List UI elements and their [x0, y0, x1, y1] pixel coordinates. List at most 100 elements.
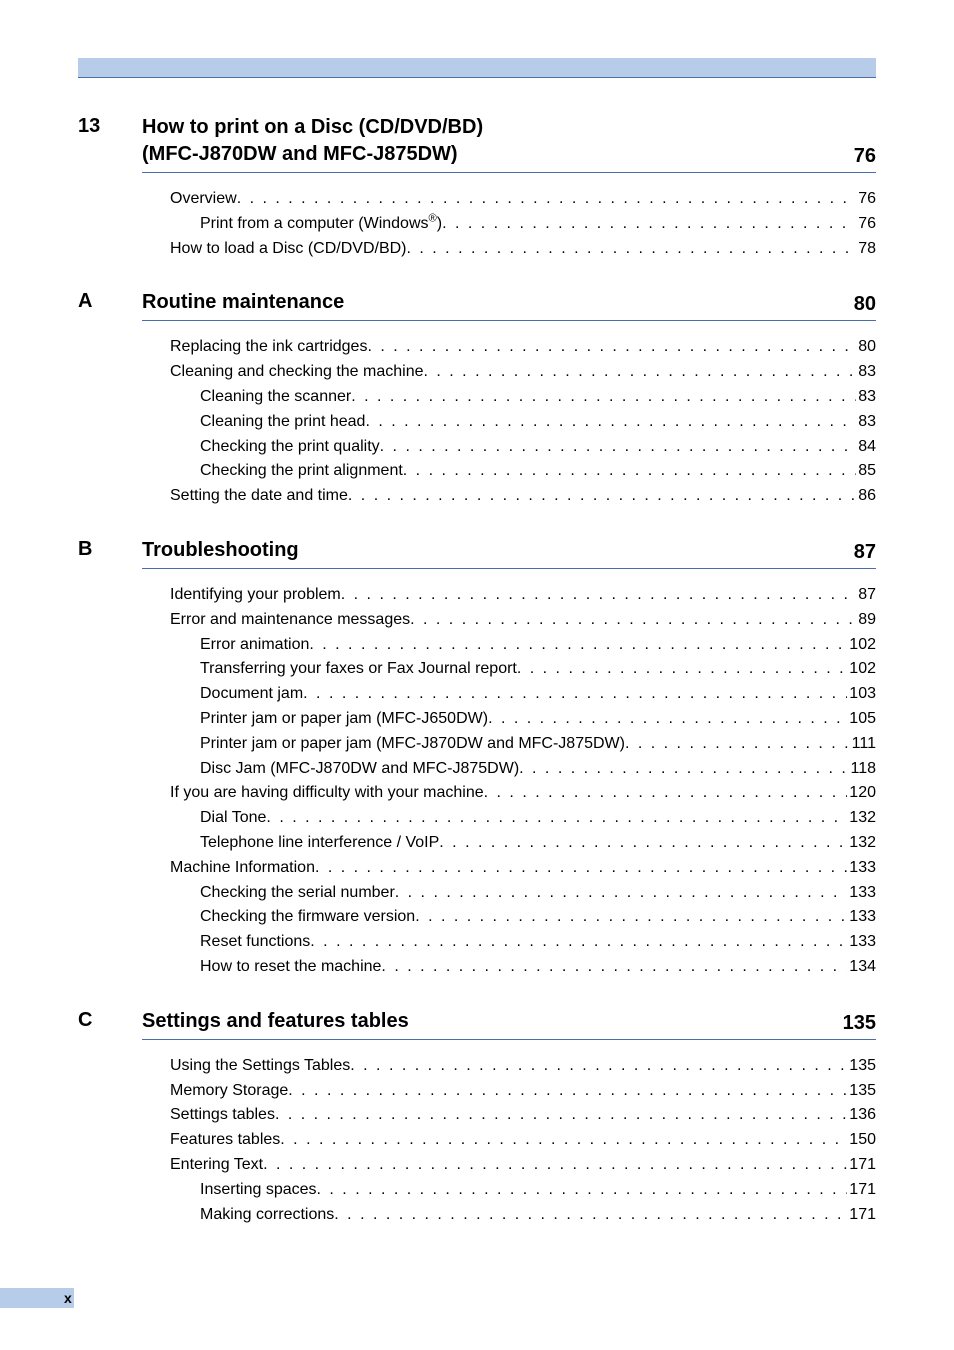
toc-entry-page: 136: [847, 1103, 876, 1128]
toc-leader-dots: . . . . . . . . . . . . . . . . . . . . …: [280, 1128, 847, 1153]
toc-entry-page: 84: [856, 435, 876, 460]
toc-leader-dots: . . . . . . . . . . . . . . . . . . . . …: [381, 955, 847, 980]
toc-leader-dots: . . . . . . . . . . . . . . . . . . . . …: [395, 881, 848, 906]
section-rule: [142, 568, 876, 569]
toc-leader-dots: . . . . . . . . . . . . . . . . . . . . …: [341, 583, 856, 608]
toc-entry-label: Disc Jam (MFC-J870DW and MFC-J875DW): [200, 757, 519, 782]
toc-entry-page: 133: [847, 930, 876, 955]
toc-entry: Checking the print alignment . . . . . .…: [142, 459, 876, 484]
toc-leader-dots: . . . . . . . . . . . . . . . . . . . . …: [410, 608, 856, 633]
toc-entry: Overview . . . . . . . . . . . . . . . .…: [142, 187, 876, 212]
toc-entry-label: Replacing the ink cartridges: [170, 335, 367, 360]
toc-entry-page: 78: [856, 237, 876, 262]
toc-entry-page: 76: [856, 212, 876, 237]
toc-entry: Cleaning and checking the machine . . . …: [142, 360, 876, 385]
toc-entry-page: 134: [847, 955, 876, 980]
toc-section: CSettings and features tables135Using th…: [78, 1008, 876, 1228]
toc-leader-dots: . . . . . . . . . . . . . . . . . . . . …: [266, 806, 847, 831]
toc-leader-dots: . . . . . . . . . . . . . . . . . . . . …: [315, 856, 847, 881]
toc-entry-page: 133: [847, 881, 876, 906]
toc-leader-dots: . . . . . . . . . . . . . . . . . . . . …: [348, 484, 856, 509]
toc-entry-label: Checking the print quality: [200, 435, 380, 460]
toc-leader-dots: . . . . . . . . . . . . . . . . . . . . …: [365, 410, 856, 435]
toc-section: 13How to print on a Disc (CD/DVD/BD)(MFC…: [78, 114, 876, 261]
toc-entry-page: 132: [847, 806, 876, 831]
toc-leader-dots: . . . . . . . . . . . . . . . . . . . . …: [237, 187, 857, 212]
toc-leader-dots: . . . . . . . . . . . . . . . . . . . . …: [351, 385, 856, 410]
toc-entry-label: Features tables: [170, 1128, 280, 1153]
toc-leader-dots: . . . . . . . . . . . . . . . . . . . . …: [442, 212, 856, 237]
section-label: A: [78, 289, 142, 313]
toc-entry-label: Checking the serial number: [200, 881, 395, 906]
toc-entry-page: 171: [847, 1153, 876, 1178]
section-title-wrap: Troubleshooting87: [142, 537, 876, 564]
toc-entry-label: Making corrections: [200, 1203, 334, 1228]
footer-bar: [0, 1288, 74, 1308]
toc-entry-page: 102: [847, 657, 876, 682]
toc-leader-dots: . . . . . . . . . . . . . . . . . . . . …: [424, 360, 857, 385]
toc-leader-dots: . . . . . . . . . . . . . . . . . . . . …: [407, 237, 857, 262]
section-head: ARoutine maintenance80: [78, 289, 876, 316]
toc-entry: Printer jam or paper jam (MFC-J650DW) . …: [142, 707, 876, 732]
toc-entry-page: 120: [847, 781, 876, 806]
toc-leader-dots: . . . . . . . . . . . . . . . . . . . . …: [309, 633, 847, 658]
toc-leader-dots: . . . . . . . . . . . . . . . . . . . . …: [310, 930, 847, 955]
toc-entry-label: Entering Text: [170, 1153, 263, 1178]
toc-entry-page: 87: [856, 583, 876, 608]
toc-entry: If you are having difficulty with your m…: [142, 781, 876, 806]
header-bar: [78, 58, 876, 78]
toc-entry-label: Cleaning and checking the machine: [170, 360, 424, 385]
toc-entry-page: 85: [856, 459, 876, 484]
toc-entry-label: Setting the date and time: [170, 484, 348, 509]
toc-entry: Transferring your faxes or Fax Journal r…: [142, 657, 876, 682]
section-head: 13How to print on a Disc (CD/DVD/BD)(MFC…: [78, 114, 876, 168]
toc-entry-page: 83: [856, 385, 876, 410]
toc-entry: Entering Text . . . . . . . . . . . . . …: [142, 1153, 876, 1178]
toc-entry-page: 133: [847, 905, 876, 930]
toc-entry-label: Cleaning the scanner: [200, 385, 351, 410]
toc-entry-label: Transferring your faxes or Fax Journal r…: [200, 657, 517, 682]
toc-entry-label: Overview: [170, 187, 237, 212]
toc-entry-label: Printer jam or paper jam (MFC-J650DW): [200, 707, 488, 732]
toc-entry: How to reset the machine . . . . . . . .…: [142, 955, 876, 980]
toc-entry-page: 111: [850, 732, 876, 757]
toc-entry-label: Memory Storage: [170, 1079, 288, 1104]
section-rule: [142, 1039, 876, 1040]
section-label: B: [78, 537, 142, 561]
toc-entry: Error animation . . . . . . . . . . . . …: [142, 633, 876, 658]
toc-entry: Making corrections . . . . . . . . . . .…: [142, 1203, 876, 1228]
toc-entry-page: 133: [847, 856, 876, 881]
section-page: 87: [828, 541, 876, 564]
section-label: 13: [78, 114, 142, 138]
toc-entry-page: 102: [847, 633, 876, 658]
toc-leader-dots: . . . . . . . . . . . . . . . . . . . . …: [275, 1103, 847, 1128]
toc-leader-dots: . . . . . . . . . . . . . . . . . . . . …: [367, 335, 856, 360]
section-page: 76: [828, 145, 876, 168]
toc-entry-label: Document jam: [200, 682, 303, 707]
toc-entry-page: 171: [847, 1178, 876, 1203]
toc-entry-label: Cleaning the print head: [200, 410, 365, 435]
toc-leader-dots: . . . . . . . . . . . . . . . . . . . . …: [403, 459, 856, 484]
footer-page-number: x: [64, 1290, 72, 1306]
toc-entry: Document jam . . . . . . . . . . . . . .…: [142, 682, 876, 707]
toc-entry-label: Identifying your problem: [170, 583, 341, 608]
section-head: BTroubleshooting87: [78, 537, 876, 564]
section-title: Settings and features tables: [142, 1008, 828, 1035]
toc-entry-label: How to reset the machine: [200, 955, 381, 980]
toc-entry-page: 76: [856, 187, 876, 212]
section-title: Routine maintenance: [142, 289, 828, 316]
toc-section: BTroubleshooting87Identifying your probl…: [78, 537, 876, 980]
toc-entry-page: 135: [847, 1079, 876, 1104]
section-label: C: [78, 1008, 142, 1032]
toc-entry: Identifying your problem . . . . . . . .…: [142, 583, 876, 608]
toc-entry: Setting the date and time . . . . . . . …: [142, 484, 876, 509]
section-title-wrap: Routine maintenance80: [142, 289, 876, 316]
section-head: CSettings and features tables135: [78, 1008, 876, 1035]
section-title: Troubleshooting: [142, 537, 828, 564]
toc-entry: Memory Storage . . . . . . . . . . . . .…: [142, 1079, 876, 1104]
toc-leader-dots: . . . . . . . . . . . . . . . . . . . . …: [288, 1079, 847, 1104]
toc-entry: Settings tables . . . . . . . . . . . . …: [142, 1103, 876, 1128]
section-title: How to print on a Disc (CD/DVD/BD)(MFC-J…: [142, 114, 828, 168]
toc-entry: Checking the firmware version . . . . . …: [142, 905, 876, 930]
toc-leader-dots: . . . . . . . . . . . . . . . . . . . . …: [415, 905, 847, 930]
